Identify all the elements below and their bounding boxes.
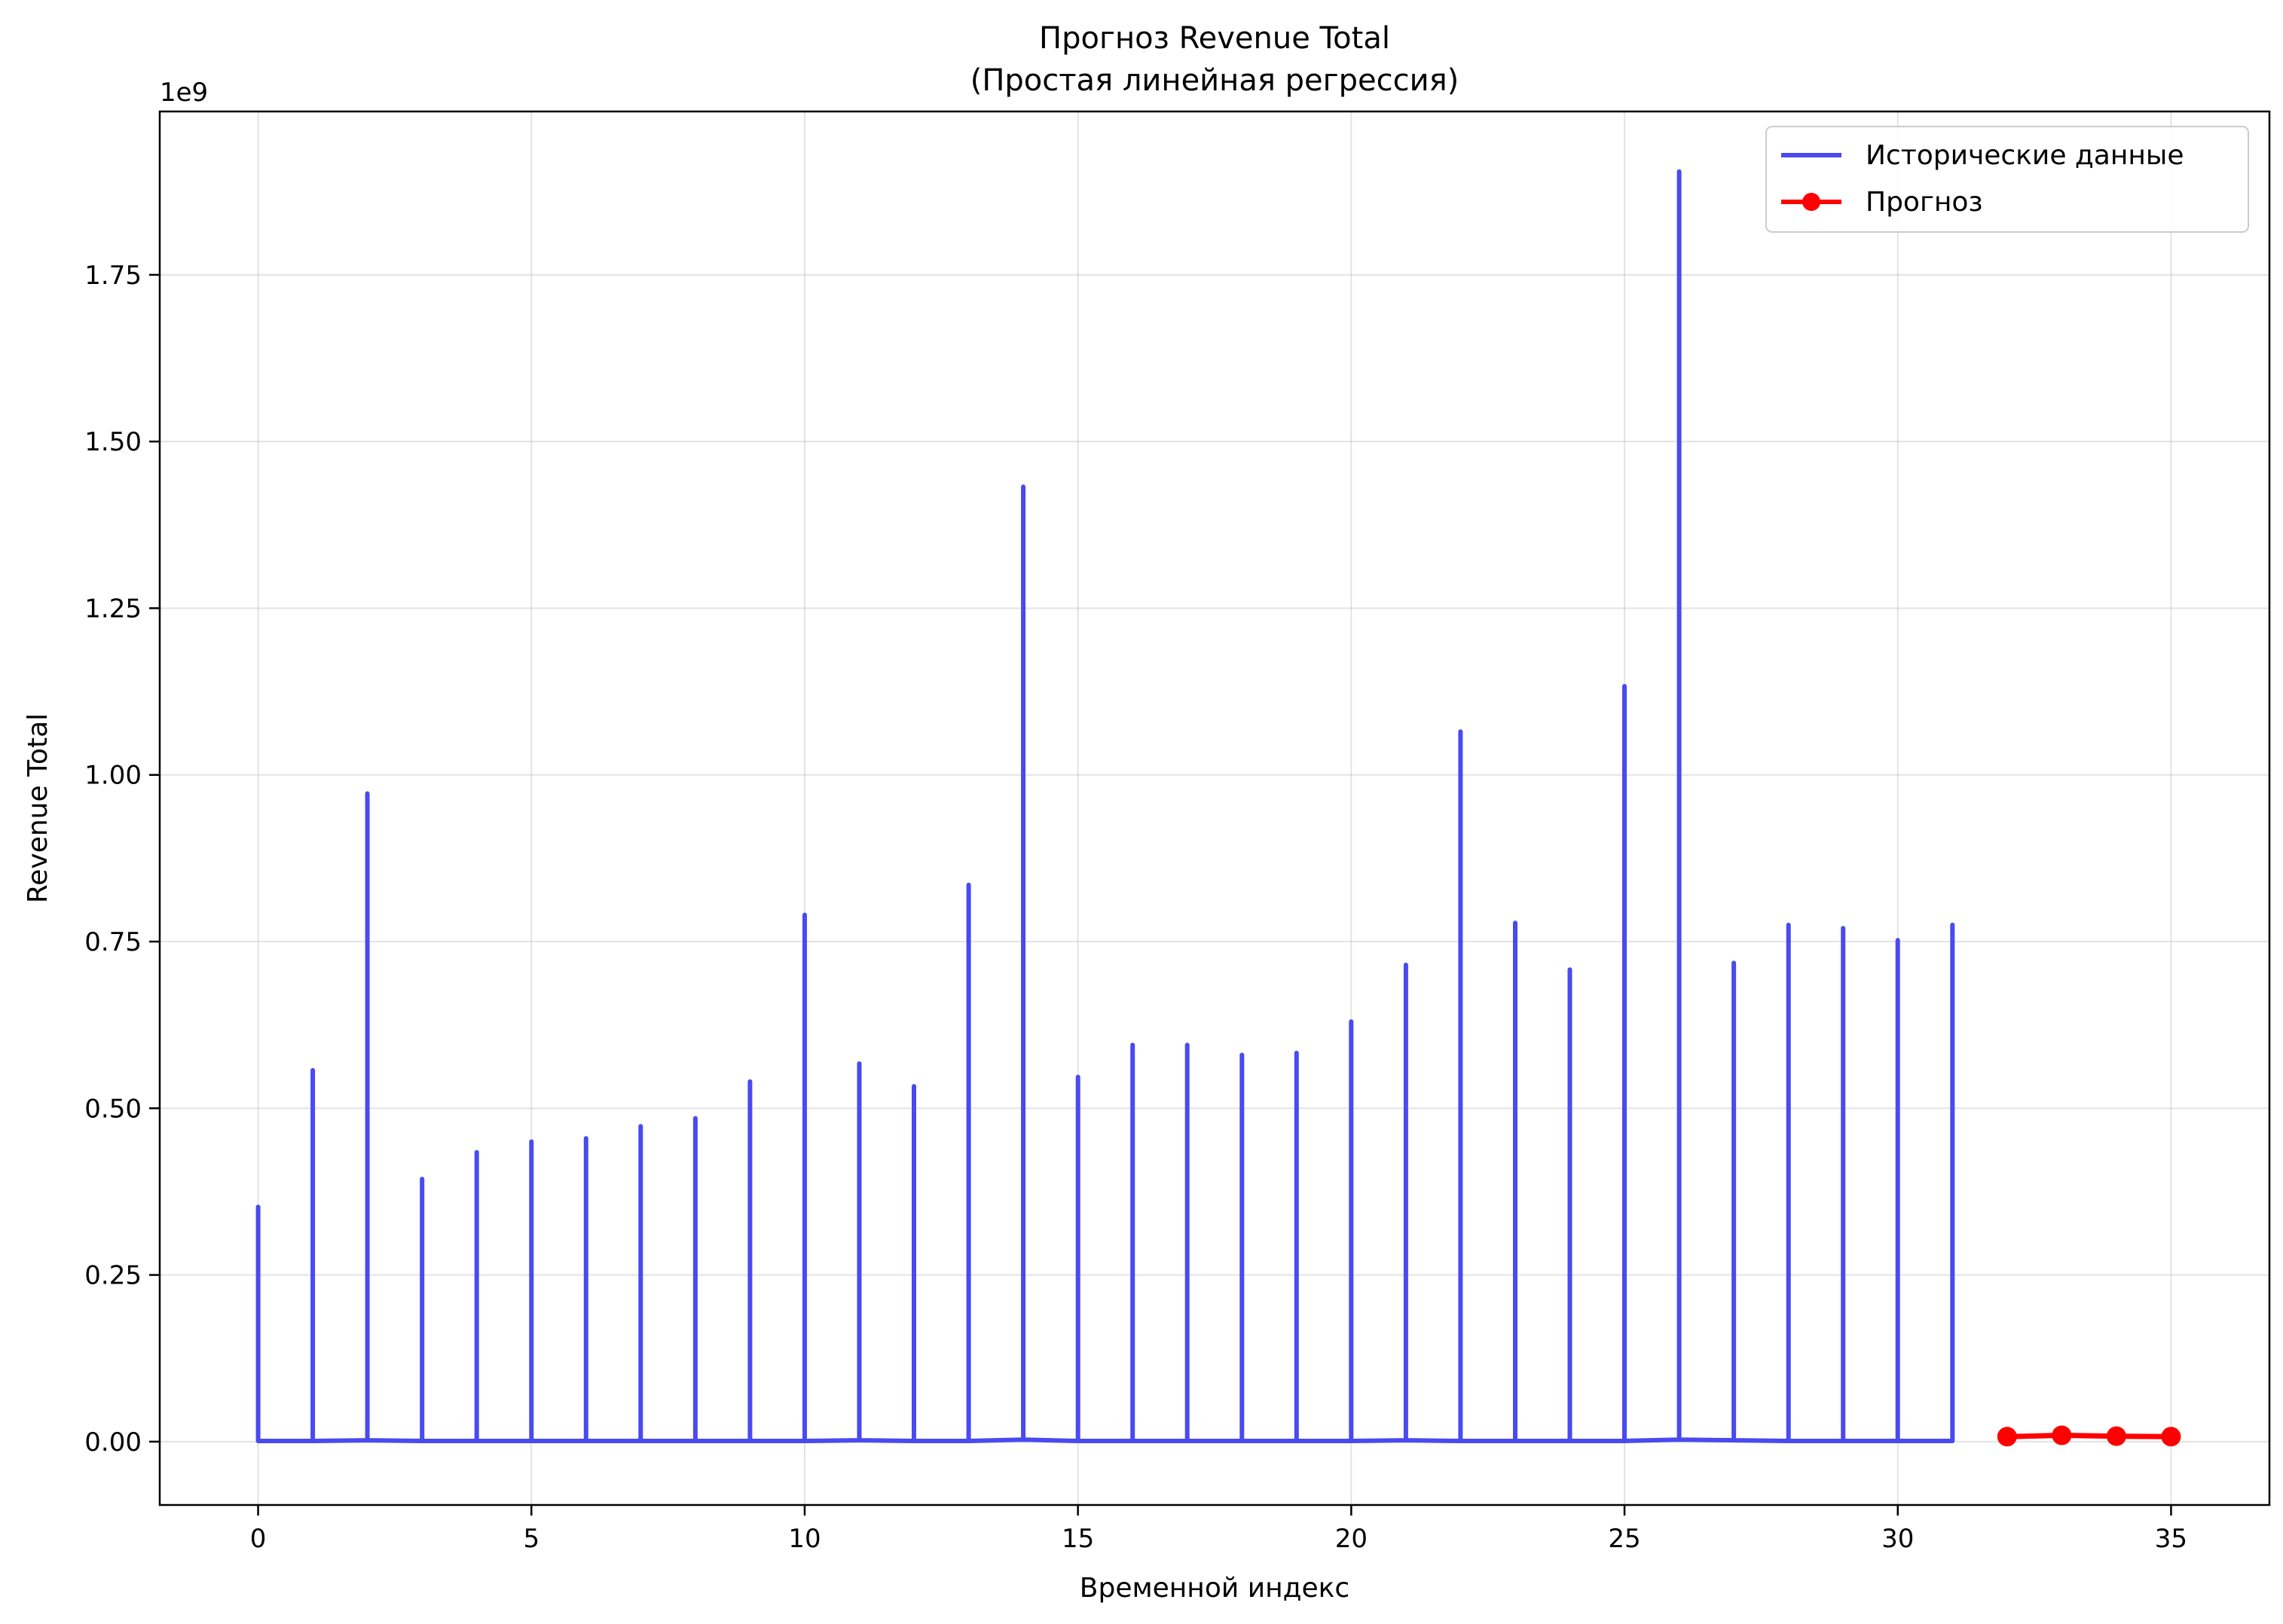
y-axis: 0.00 0.25 0.50 0.75 1.00 1.25 1.50 1.75 <box>84 261 160 1458</box>
x-tick-label: 30 <box>1881 1524 1914 1554</box>
x-tick-label: 25 <box>1608 1524 1640 1554</box>
x-tick-label: 10 <box>788 1524 821 1554</box>
y-tick-label: 1.75 <box>84 261 142 291</box>
x-tick-label: 15 <box>1062 1524 1094 1554</box>
plot-frame <box>158 110 2271 1506</box>
x-tick-label: 35 <box>2155 1524 2187 1554</box>
y-offset-label: 1e9 <box>160 78 208 108</box>
x-tick-label: 20 <box>1335 1524 1368 1554</box>
chart-title: Прогноз Revenue Total <box>1039 21 1390 56</box>
y-tick-label: 1.25 <box>84 594 142 624</box>
y-tick-label: 0.50 <box>84 1094 142 1124</box>
y-axis-label: Revenue Total <box>23 713 53 903</box>
legend-box <box>1765 126 2249 233</box>
x-axis: 0 5 10 15 20 25 30 35 <box>250 1505 2187 1554</box>
y-tick-label: 1.00 <box>84 761 142 791</box>
y-tick-label: 0.75 <box>84 927 142 957</box>
y-tick-label: 1.50 <box>84 427 142 457</box>
x-tick-label: 5 <box>523 1524 539 1554</box>
chart-subtitle: (Простая линейная регрессия) <box>970 63 1459 98</box>
forecast-point <box>2052 1425 2072 1445</box>
forecast-point <box>1997 1427 2017 1447</box>
x-tick-label: 0 <box>250 1524 267 1554</box>
series-historical <box>255 169 1955 1443</box>
legend: Исторические данные Прогноз <box>1765 126 2249 233</box>
forecast-point <box>2161 1427 2181 1447</box>
legend-label-historical: Исторические данные <box>1866 140 2184 171</box>
historical-line <box>255 169 1955 1443</box>
legend-label-forecast: Прогноз <box>1866 187 1983 218</box>
y-tick-label: 0.25 <box>84 1261 142 1291</box>
forecast-line <box>2006 1433 2171 1439</box>
x-axis-label: Временной индекс <box>1080 1573 1349 1604</box>
forecast-point <box>2106 1426 2126 1446</box>
legend-marker-forecast <box>1802 193 1820 211</box>
y-tick-label: 0.00 <box>84 1427 142 1458</box>
series-forecast <box>1997 1425 2181 1447</box>
